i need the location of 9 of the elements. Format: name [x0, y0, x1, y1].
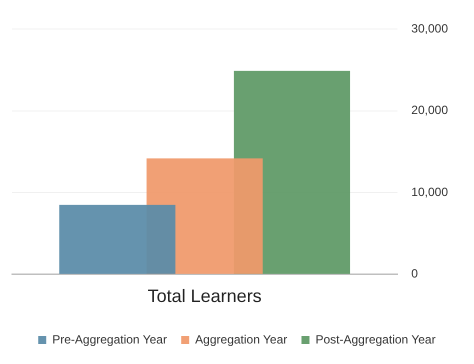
y-tick-label: 20,000	[411, 103, 448, 118]
legend-label: Post-Aggregation Year	[315, 332, 436, 346]
legend-label: Aggregation Year	[195, 332, 288, 346]
x-tick-label: Total Learners	[148, 286, 262, 306]
y-tick-label: 0	[411, 266, 418, 281]
legend-label: Pre-Aggregation Year	[52, 332, 167, 346]
y-tick-label: 10,000	[411, 184, 448, 199]
y-tick-label: 30,000	[411, 22, 448, 36]
bar	[59, 204, 176, 274]
